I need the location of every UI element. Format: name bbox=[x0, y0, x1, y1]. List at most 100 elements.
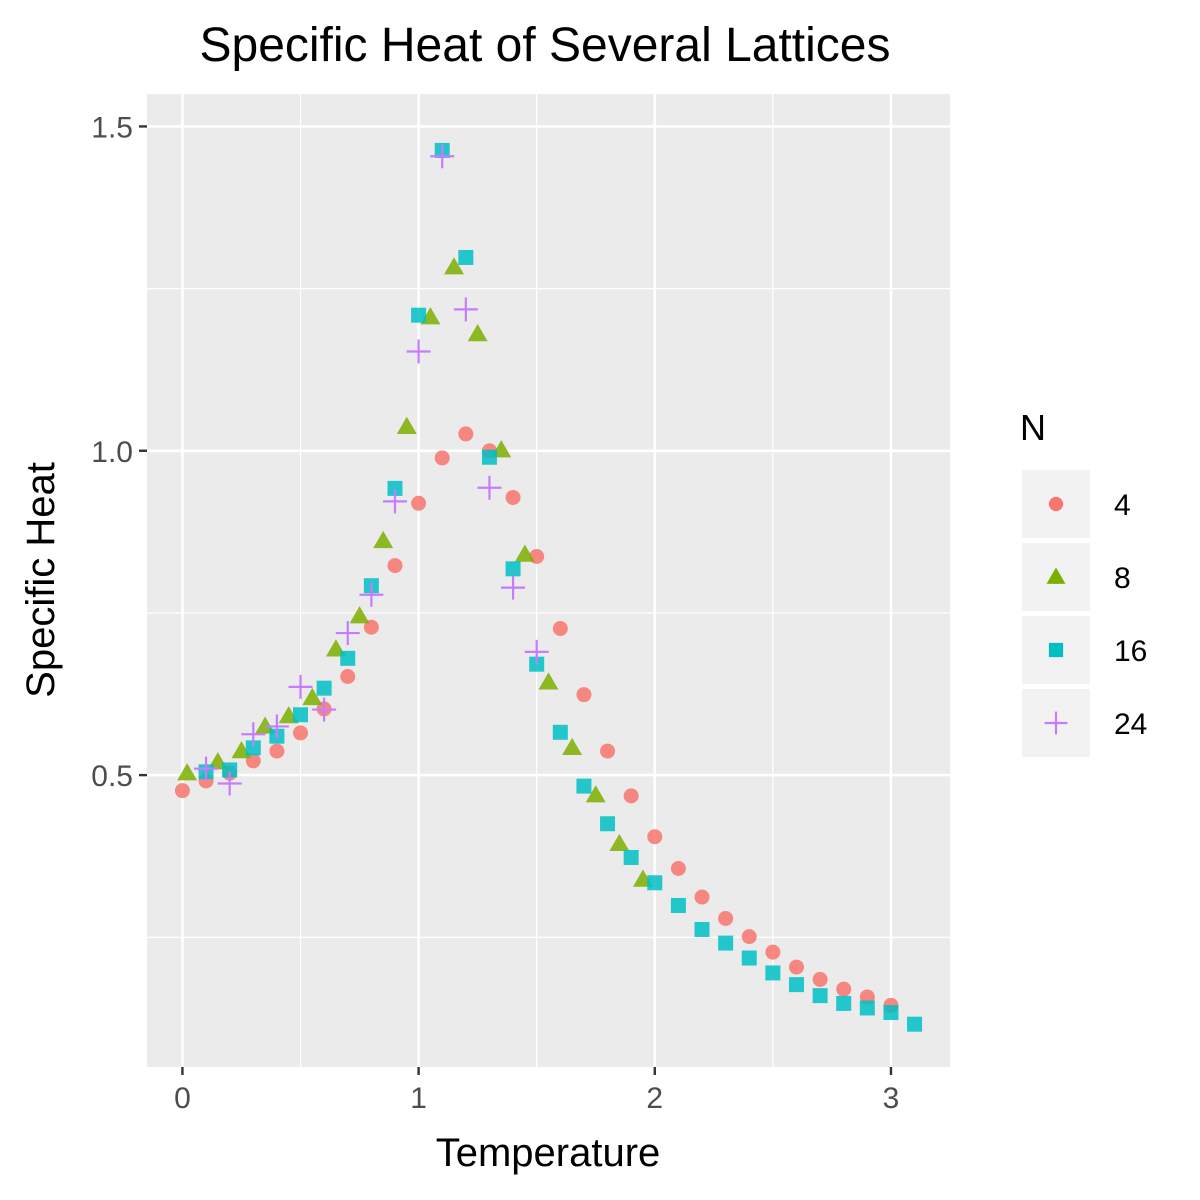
x-tick-label: 0 bbox=[174, 1082, 191, 1115]
data-point-4 bbox=[647, 829, 663, 845]
data-point-8 bbox=[538, 672, 559, 690]
data-point-4 bbox=[741, 929, 757, 945]
data-point-16 bbox=[907, 1016, 923, 1032]
data-point-8 bbox=[585, 785, 606, 803]
plot-panel bbox=[147, 94, 950, 1067]
data-point-4 bbox=[812, 971, 828, 987]
data-point-16 bbox=[647, 875, 663, 891]
data-point-8 bbox=[177, 763, 198, 781]
data-point-16 bbox=[552, 724, 568, 740]
y-axis-title: Specific Heat bbox=[19, 462, 63, 698]
data-point-4 bbox=[623, 788, 639, 804]
data-point-24 bbox=[477, 475, 502, 500]
data-point-16 bbox=[245, 740, 261, 756]
axis-ticks bbox=[139, 125, 893, 1075]
data-point-24 bbox=[264, 714, 289, 739]
data-point-16 bbox=[293, 707, 309, 723]
y-tick-label: 1.0 bbox=[91, 436, 133, 469]
data-point-16 bbox=[387, 480, 403, 496]
data-point-16 bbox=[529, 656, 545, 672]
data-point-24 bbox=[382, 489, 407, 514]
y-tick-label: 1.5 bbox=[91, 111, 133, 144]
data-point-4 bbox=[387, 558, 403, 574]
data-point-4 bbox=[718, 910, 734, 926]
legend-key-4: 4 bbox=[1022, 470, 1131, 538]
data-point-4 bbox=[576, 687, 592, 703]
data-point-24 bbox=[335, 621, 360, 646]
data-point-24 bbox=[430, 144, 455, 169]
data-point-8 bbox=[444, 257, 465, 275]
data-point-4 bbox=[505, 489, 521, 505]
data-point-8 bbox=[467, 324, 488, 342]
data-point-4 bbox=[600, 743, 616, 759]
legend-label: 8 bbox=[1114, 562, 1131, 595]
data-point-16 bbox=[411, 307, 427, 323]
data-point-24 bbox=[288, 674, 313, 699]
data-point-16 bbox=[458, 249, 474, 265]
data-point-4 bbox=[670, 861, 686, 877]
legend: N 4 8 16 24 bbox=[1020, 407, 1147, 757]
data-point-8 bbox=[396, 416, 417, 434]
data-point-24 bbox=[312, 697, 337, 722]
legend-symbol-16 bbox=[1048, 642, 1064, 658]
data-point-16 bbox=[340, 650, 356, 666]
legend-label: 16 bbox=[1114, 635, 1147, 668]
data-point-8 bbox=[302, 687, 323, 706]
data-point-16 bbox=[718, 935, 734, 951]
data-point-16 bbox=[694, 921, 710, 937]
series-16 bbox=[198, 142, 923, 1032]
legend-label: 4 bbox=[1114, 489, 1131, 522]
data-point-4 bbox=[269, 743, 285, 759]
data-point-16 bbox=[765, 965, 781, 981]
data-point-4 bbox=[788, 959, 804, 975]
data-point-4 bbox=[765, 944, 781, 960]
data-point-16 bbox=[623, 849, 639, 865]
legend-key-24: 24 bbox=[1022, 689, 1147, 757]
data-point-8 bbox=[373, 530, 394, 549]
data-point-16 bbox=[316, 680, 332, 696]
x-tick-label: 2 bbox=[646, 1082, 663, 1115]
data-point-16 bbox=[788, 977, 804, 993]
data-point-24 bbox=[194, 756, 219, 781]
grid-major bbox=[147, 94, 950, 1067]
data-point-8 bbox=[609, 833, 630, 852]
x-tick-labels: 0 1 2 3 bbox=[174, 1082, 899, 1115]
data-point-24 bbox=[406, 339, 431, 364]
legend-keys: 4 8 16 24 bbox=[1022, 470, 1147, 757]
legend-symbol-8 bbox=[1046, 567, 1066, 584]
data-point-4 bbox=[836, 981, 852, 997]
data-point-16 bbox=[481, 449, 497, 465]
data-point-24 bbox=[359, 582, 384, 607]
x-axis-title: Temperature bbox=[436, 1131, 661, 1175]
data-point-24 bbox=[453, 297, 478, 322]
data-point-16 bbox=[222, 762, 238, 778]
data-point-4 bbox=[174, 783, 190, 799]
data-point-8 bbox=[562, 737, 583, 756]
data-point-16 bbox=[741, 950, 757, 966]
data-point-16 bbox=[670, 897, 686, 913]
y-tick-label: 0.5 bbox=[91, 760, 133, 793]
chart-title: Specific Heat of Several Lattices bbox=[199, 19, 890, 72]
data-point-24 bbox=[501, 575, 526, 600]
data-point-16 bbox=[576, 778, 592, 794]
data-point-4 bbox=[434, 450, 450, 466]
legend-symbol-24 bbox=[1044, 711, 1068, 735]
legend-key-8: 8 bbox=[1022, 543, 1131, 611]
x-tick-label: 3 bbox=[883, 1082, 900, 1115]
data-point-8 bbox=[349, 606, 370, 624]
data-point-4 bbox=[458, 426, 474, 442]
data-point-8 bbox=[514, 544, 535, 562]
data-point-4 bbox=[340, 669, 356, 685]
legend-title: N bbox=[1020, 407, 1046, 448]
data-point-4 bbox=[293, 725, 309, 741]
grid-minor bbox=[147, 94, 950, 1067]
legend-symbol-4 bbox=[1048, 496, 1064, 512]
x-tick-label: 1 bbox=[410, 1082, 427, 1115]
data-point-16 bbox=[600, 816, 616, 832]
data-point-24 bbox=[524, 639, 549, 664]
series-24 bbox=[194, 144, 549, 796]
legend-label: 24 bbox=[1114, 708, 1147, 741]
data-points bbox=[174, 142, 923, 1032]
data-point-24 bbox=[241, 722, 266, 747]
data-point-16 bbox=[505, 561, 521, 577]
